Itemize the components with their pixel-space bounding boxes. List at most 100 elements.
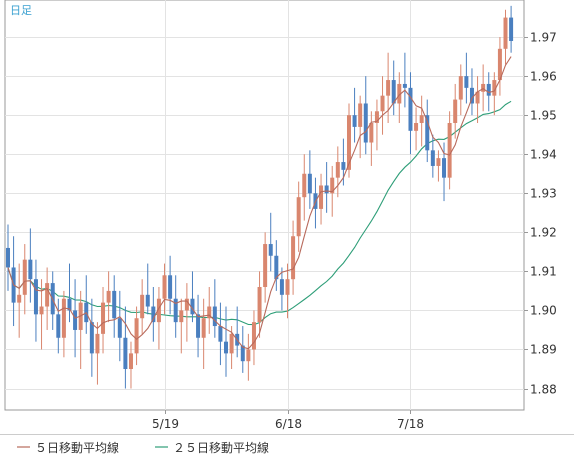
y-tick-label: 1.91: [530, 265, 557, 279]
candle: [464, 52, 469, 104]
candle-body: [302, 173, 307, 198]
candle-body: [358, 103, 363, 127]
candle: [352, 87, 357, 143]
candle-body: [128, 353, 133, 369]
candle-body: [475, 91, 480, 104]
y-tick-label: 1.94: [530, 148, 557, 162]
candle-body: [453, 99, 458, 123]
candle-body: [380, 95, 385, 112]
candle: [123, 306, 128, 389]
candle-body: [363, 103, 368, 143]
candle-body: [263, 244, 268, 287]
y-tick-label: 1.97: [530, 31, 557, 45]
candle-body: [17, 294, 22, 303]
candle: [61, 290, 66, 358]
candle: [218, 302, 223, 366]
candle: [201, 298, 206, 369]
candle-body: [402, 83, 407, 88]
ma5-line-group: [7, 56, 512, 350]
candle: [145, 263, 150, 315]
candle: [391, 60, 396, 116]
y-tick-label: 1.95: [530, 109, 557, 123]
candle-body: [425, 115, 430, 151]
candles: [6, 5, 514, 389]
candle-body: [481, 83, 486, 92]
y-tick-label: 1.88: [530, 383, 557, 397]
candle-body: [447, 123, 452, 178]
candle: [212, 279, 217, 338]
y-tick-label: 1.89: [530, 343, 557, 357]
candle-body: [274, 255, 279, 280]
candle: [402, 52, 407, 108]
candle: [453, 83, 458, 139]
candle-body: [369, 123, 374, 143]
candle: [173, 275, 178, 338]
x-tick-label: 7/18: [397, 417, 424, 431]
candle: [503, 9, 508, 65]
candle-body: [492, 80, 497, 96]
candle-body: [486, 83, 491, 96]
candle-body: [285, 279, 290, 295]
candle: [458, 64, 463, 116]
candle-body: [145, 294, 150, 307]
candle: [246, 333, 251, 381]
candle: [56, 298, 61, 354]
candle-body: [117, 318, 122, 338]
candle-body: [140, 294, 145, 319]
candle-body: [106, 290, 111, 303]
candle: [425, 99, 430, 163]
candle: [95, 322, 100, 385]
y-axis-ticks: 1.88 1.89 1.90 1.91 1.92 1.93 1.94 1.95 1.96 1.97: [524, 31, 557, 397]
candle: [106, 271, 111, 323]
candle: [335, 146, 340, 198]
candle-body: [509, 17, 514, 41]
candle-body: [503, 17, 508, 49]
candle-body: [391, 80, 396, 104]
candle-body: [101, 302, 106, 334]
candle: [128, 341, 133, 389]
candle: [257, 271, 262, 338]
candle-body: [319, 185, 324, 209]
candle-body: [279, 279, 284, 295]
candle-body: [430, 150, 435, 166]
x-axis-ticks: 5/19 6/18 7/18: [152, 410, 424, 431]
candle: [324, 162, 329, 213]
candle-body: [61, 298, 66, 338]
candle: [492, 72, 497, 116]
candle: [140, 279, 145, 334]
candle: [162, 263, 167, 315]
candle-body: [341, 162, 346, 170]
candle: [279, 267, 284, 311]
candle: [414, 107, 419, 151]
candle-body: [201, 318, 206, 338]
candle: [430, 134, 435, 178]
candle-body: [307, 173, 312, 194]
candle-body: [246, 349, 251, 362]
candle: [45, 267, 50, 330]
candle: [268, 212, 273, 272]
candle-body: [224, 341, 229, 354]
plot-area: [4, 0, 525, 411]
candle-body: [22, 259, 27, 295]
candle-body: [56, 314, 61, 338]
candle-body: [6, 247, 10, 268]
candle: [408, 72, 413, 155]
candle-body: [240, 345, 245, 362]
candle-body: [330, 177, 335, 194]
period-label: 日足: [10, 4, 32, 17]
candle-body: [458, 76, 463, 100]
candle-body: [123, 337, 128, 369]
candle: [89, 298, 94, 377]
candle: [358, 95, 363, 159]
candle-body: [196, 314, 201, 338]
candle: [486, 72, 491, 112]
candle-body: [374, 111, 379, 123]
candle: [509, 5, 514, 53]
candle: [22, 244, 27, 315]
candle: [475, 76, 480, 123]
candle: [497, 37, 502, 96]
candle: [184, 283, 189, 342]
candle: [481, 64, 486, 112]
candle: [302, 154, 307, 221]
candle: [469, 68, 474, 116]
